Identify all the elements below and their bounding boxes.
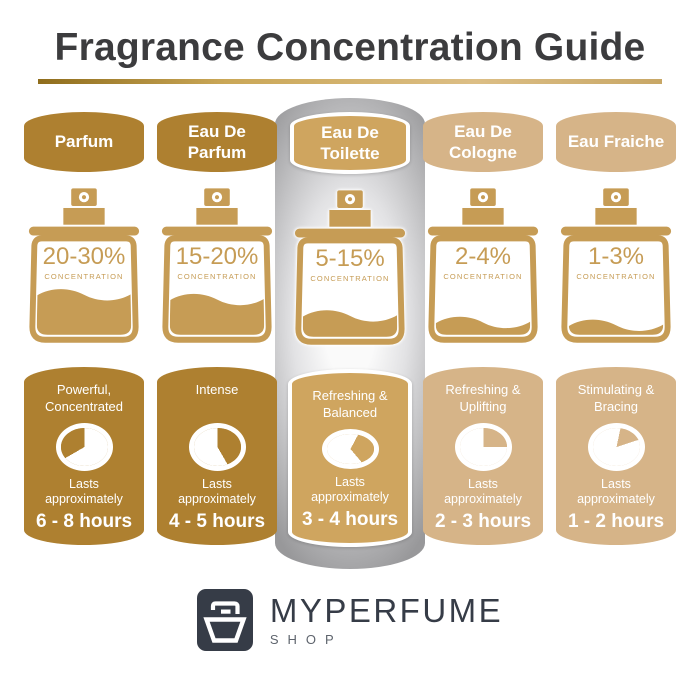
spray-bottle-icon — [427, 188, 539, 343]
column-eau-fraiche: Eau Fraiche 1-3% CONCENTRATION — [556, 112, 676, 547]
concentration-block: 5-15% CONCENTRATION — [291, 245, 409, 284]
concentration-caption: CONCENTRATION — [443, 272, 523, 281]
concentration-value: 5-15% — [315, 245, 385, 272]
badge-label: Eau De Parfum — [187, 121, 247, 162]
badge-eau-fraiche: Eau Fraiche — [556, 112, 676, 172]
column-eau-de-cologne: Eau De Cologne 2-4% CONCENTRATION — [423, 112, 543, 547]
clock-pie — [193, 428, 241, 466]
concentration-value: 20-30% — [42, 243, 126, 270]
duration-value: 4 - 5 hours — [168, 511, 266, 532]
clock-pie — [326, 434, 374, 464]
bottle-eau-de-toilette: 5-15% CONCENTRATION — [291, 189, 409, 347]
concentration-caption: CONCENTRATION — [44, 272, 124, 281]
character-text: Stimulating & Bracing — [577, 382, 655, 414]
lasts-label: Lasts approximately — [45, 476, 123, 507]
info-card-eau-de-toilette: Refreshing & Balanced Lasts approximatel… — [288, 369, 412, 547]
lasts-label: Lasts approximately — [178, 476, 256, 507]
brand-logo-icon — [196, 589, 253, 651]
fragrance-columns: Parfum 20-30% CONCENTRATION — [0, 98, 700, 569]
concentration-caption: CONCENTRATION — [177, 272, 257, 281]
column-parfum: Parfum 20-30% CONCENTRATION — [24, 112, 144, 547]
character-text: Refreshing & Uplifting — [445, 382, 521, 414]
brand-footer: MYPERFUME SHOP — [0, 589, 700, 651]
info-card-parfum: Powerful, Concentrated Lasts approximate… — [24, 367, 144, 545]
badge-eau-de-toilette: Eau De Toilette — [290, 112, 410, 174]
concentration-block: 1-3% CONCENTRATION — [557, 243, 675, 282]
header: Fragrance Concentration Guide — [0, 0, 700, 84]
duration-value: 2 - 3 hours — [434, 511, 532, 532]
info-card-eau-de-cologne: Refreshing & Uplifting Lasts approximate… — [423, 367, 543, 545]
clock-icon — [587, 423, 645, 471]
concentration-value: 2-4% — [454, 243, 512, 270]
spray-bottle-icon — [294, 190, 406, 345]
brand-name: MYPERFUME — [269, 591, 504, 629]
title-underline — [38, 79, 662, 84]
badge-parfum: Parfum — [24, 112, 144, 172]
clock-icon — [55, 423, 113, 471]
clock-icon — [188, 423, 246, 471]
brand-subtitle: SHOP — [269, 631, 343, 647]
concentration-block: 15-20% CONCENTRATION — [158, 243, 276, 282]
concentration-value: 1-3% — [587, 243, 645, 270]
character-text: Refreshing & Balanced — [312, 388, 388, 420]
column-eau-de-toilette: Eau De Toilette 5-15% CONCENTRATION — [275, 98, 425, 569]
duration-value: 1 - 2 hours — [567, 511, 665, 532]
concentration-caption: CONCENTRATION — [576, 272, 656, 281]
badge-eau-de-parfum: Eau De Parfum — [157, 112, 277, 172]
concentration-value: 15-20% — [175, 243, 259, 270]
clock-pie — [592, 428, 640, 466]
bottle-eau-fraiche: 1-3% CONCENTRATION — [557, 187, 675, 345]
lasts-label: Lasts approximately — [577, 476, 655, 507]
clock-pie — [459, 428, 507, 466]
badge-label: Eau De Cologne — [449, 121, 517, 162]
bottle-parfum: 20-30% CONCENTRATION — [25, 187, 143, 345]
lasts-label: Lasts approximately — [444, 476, 522, 507]
concentration-block: 2-4% CONCENTRATION — [424, 243, 542, 282]
spray-bottle-icon — [560, 188, 672, 343]
bottle-eau-de-cologne: 2-4% CONCENTRATION — [424, 187, 542, 345]
badge-label: Eau De Toilette — [320, 122, 380, 163]
concentration-caption: CONCENTRATION — [310, 274, 390, 283]
badge-eau-de-cologne: Eau De Cologne — [423, 112, 543, 172]
duration-value: 3 - 4 hours — [301, 509, 399, 530]
character-text: Powerful, Concentrated — [44, 382, 124, 414]
page-title: Fragrance Concentration Guide — [54, 26, 646, 69]
clock-icon — [454, 423, 512, 471]
brand-text: MYPERFUME SHOP — [270, 594, 503, 647]
bottle-eau-de-parfum: 15-20% CONCENTRATION — [158, 187, 276, 345]
badge-label: Parfum — [54, 132, 114, 152]
badge-label: Eau Fraiche — [567, 132, 665, 152]
info-card-eau-fraiche: Stimulating & Bracing Lasts approximatel… — [556, 367, 676, 545]
clock-icon — [321, 429, 379, 469]
column-eau-de-parfum: Eau De Parfum 15-20% CONCENTRATION — [157, 112, 277, 547]
clock-pie — [60, 428, 108, 466]
spray-bottle-icon — [28, 188, 140, 343]
duration-value: 6 - 8 hours — [35, 511, 133, 532]
character-text: Intense — [195, 382, 239, 397]
concentration-block: 20-30% CONCENTRATION — [25, 243, 143, 282]
info-card-eau-de-parfum: Intense Lasts approximately 4 - 5 hours — [157, 367, 277, 545]
lasts-label: Lasts approximately — [311, 474, 389, 505]
spray-bottle-icon — [161, 188, 273, 343]
